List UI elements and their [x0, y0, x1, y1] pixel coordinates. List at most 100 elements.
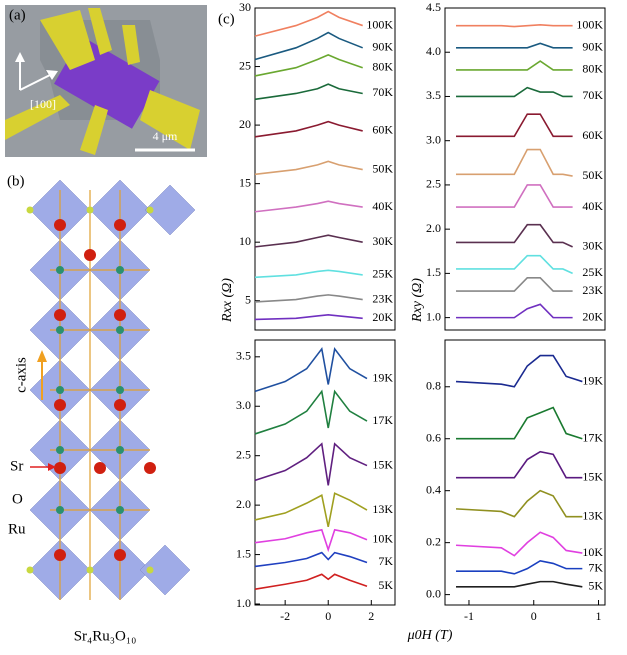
y-axis-label: Rxx (Ω)	[220, 278, 235, 323]
y-tick-label: 1.0	[236, 596, 251, 610]
data-line	[456, 450, 583, 479]
data-line	[254, 10, 363, 37]
y-tick-label: 15	[239, 175, 251, 189]
data-line	[456, 184, 573, 208]
data-line	[254, 294, 363, 303]
series-label: 50K	[582, 168, 603, 182]
data-line	[254, 83, 363, 101]
series-label: 40K	[582, 199, 603, 213]
formula: Sr₄Ru₃O₁₀	[74, 628, 137, 644]
series-label: 17K	[582, 430, 603, 444]
y-tick-label: 5	[245, 292, 251, 306]
series-label: 13K	[582, 508, 603, 522]
data-line	[456, 580, 583, 588]
series-label: 80K	[582, 62, 603, 76]
data-line	[456, 406, 583, 440]
data-line	[254, 528, 368, 553]
data-line	[456, 86, 573, 98]
data-line	[254, 313, 363, 321]
y-tick-label: 0.8	[426, 379, 441, 393]
panel-label: (b)	[7, 173, 25, 189]
y-tick-label: 25	[239, 58, 251, 72]
x-axis-label: μ0H (T)	[407, 628, 453, 643]
plot-frame	[254, 7, 396, 331]
series-label: 19K	[582, 373, 603, 387]
data-line	[456, 559, 583, 575]
series-label: 15K	[582, 469, 603, 483]
series-label: 80K	[372, 59, 393, 73]
series-label: 5K	[588, 579, 603, 593]
y-tick-label: 2.0	[236, 497, 251, 511]
series-label: 90K	[372, 40, 393, 54]
series-label: 17K	[372, 413, 393, 427]
panel-label: (c)	[218, 11, 235, 27]
series-label: 10K	[372, 531, 393, 545]
series-label: 23K	[372, 291, 393, 305]
data-line	[456, 223, 573, 248]
series-label: 15K	[372, 457, 393, 471]
y-tick-label: 10	[239, 234, 251, 248]
data-line	[254, 389, 368, 435]
y-tick-label: 1.0	[426, 309, 441, 323]
y-tick-label: 20	[239, 117, 251, 131]
data-line	[254, 442, 368, 486]
data-line	[456, 303, 573, 319]
data-line	[455, 354, 583, 388]
plot-frame	[444, 339, 606, 606]
y-tick-label: 3.0	[236, 398, 251, 412]
series-label: 100K	[576, 17, 603, 31]
y-tick-label: 30	[239, 0, 251, 14]
series-label: 20K	[582, 309, 603, 323]
data-line	[254, 160, 363, 176]
micrograph	[5, 5, 207, 157]
series-label: 70K	[372, 85, 393, 99]
series-label: 40K	[372, 199, 393, 213]
series-label: 60K	[372, 123, 393, 137]
atom-label: O	[12, 491, 23, 507]
data-line	[254, 31, 363, 61]
series-label: 10K	[582, 545, 603, 559]
x-tick-label: 0	[325, 609, 331, 623]
series-label: 25K	[372, 267, 393, 281]
x-tick-label: 1	[596, 609, 602, 623]
series-label: 7K	[378, 554, 393, 568]
series-label: 23K	[582, 283, 603, 297]
series-label: 70K	[582, 88, 603, 102]
data-line	[254, 53, 363, 77]
data-line	[254, 200, 363, 213]
data-line	[456, 148, 573, 177]
crystal-structure	[26, 179, 196, 601]
series-label: 5K	[378, 578, 393, 592]
data-line	[455, 489, 583, 518]
data-line	[254, 234, 363, 248]
panel-label: (a)	[9, 7, 26, 23]
x-tick-label: -1	[464, 609, 474, 623]
axis-label: c-axis	[13, 357, 29, 393]
atom-label: Ru	[8, 521, 26, 537]
series-label: 7K	[588, 560, 603, 574]
x-tick-label: -2	[280, 609, 290, 623]
series-label: 50K	[372, 161, 393, 175]
data-line	[254, 492, 368, 528]
plot-frame	[444, 7, 606, 331]
atom-label: Sr	[10, 458, 23, 474]
y-tick-label: 1.5	[426, 265, 441, 279]
data-line	[254, 573, 368, 590]
direction-label: [100]	[30, 97, 56, 111]
data-line	[456, 254, 573, 275]
series-label: 25K	[582, 265, 603, 279]
y-axis-label: Rxy (Ω)	[410, 278, 425, 323]
series-label: 30K	[582, 239, 603, 253]
series-label: 19K	[372, 370, 393, 384]
y-tick-label: 4.5	[426, 0, 441, 14]
data-line	[455, 531, 583, 557]
y-tick-label: 2.5	[426, 177, 441, 191]
y-tick-label: 4.0	[426, 44, 441, 58]
y-tick-label: 1.5	[236, 546, 251, 560]
data-line	[456, 42, 573, 49]
y-tick-label: 0.6	[426, 430, 441, 444]
data-line	[254, 551, 368, 568]
x-tick-label: 0	[531, 609, 537, 623]
y-tick-label: 0.0	[426, 586, 441, 600]
